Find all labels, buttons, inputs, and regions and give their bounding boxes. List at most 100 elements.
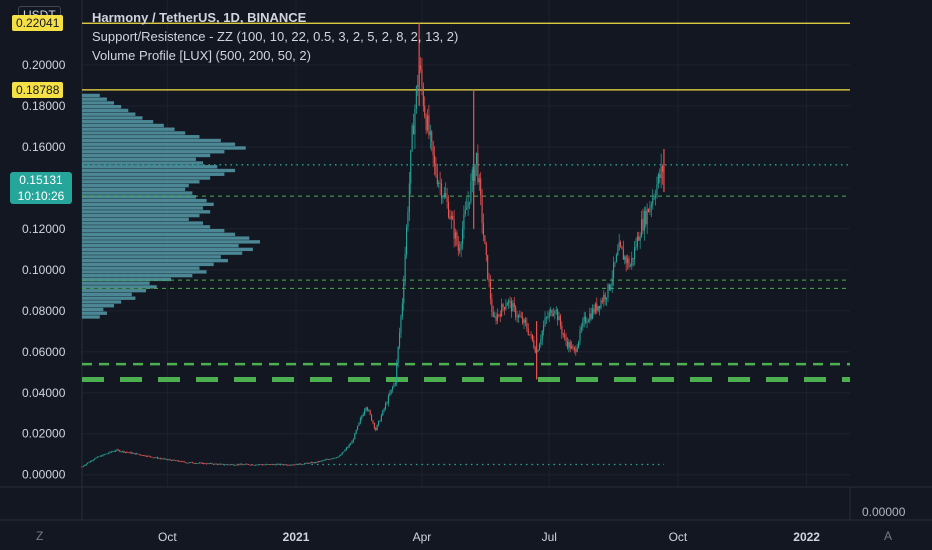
candle-body [183,461,185,463]
volume-profile-bar [82,93,100,98]
time-axis-tick-label: 2022 [793,530,820,544]
candle-body [415,86,417,109]
volume-profile-bar [82,180,200,184]
candle-body [217,463,219,465]
candle-body [621,246,623,250]
candle-body [138,454,140,456]
candle-body [433,155,436,164]
candle-body [275,464,277,466]
candle-body [359,418,361,423]
price-axis-tick-label: 0.08000 [22,304,66,318]
price-axis-tick-label: 0.06000 [22,345,66,359]
candle-body [238,464,240,466]
price-axis-tick-label: 0.10000 [22,263,66,277]
candle-body [624,256,626,260]
candle-body [215,463,217,465]
candle-body [529,334,531,336]
volume-profile-bar [82,161,204,165]
auto-scale-button[interactable]: A [884,529,893,543]
candle-body [586,322,588,323]
candle-body [267,464,269,465]
candle-body [221,463,223,465]
volume-profile-bar [82,176,211,180]
candle-body [389,393,391,396]
candle-body [498,314,500,316]
candle-body [404,254,406,283]
volume-profile-bar [82,108,129,113]
candle-body [419,65,422,69]
indicator-support-resistance-label[interactable]: Support/Resistence - ZZ (100, 10, 22, 0.… [92,29,459,44]
candle-body [492,311,494,317]
symbol-title[interactable]: Harmony / TetherUS, 1D, BINANCE [92,10,307,25]
indicator-volume-profile-label[interactable]: Volume Profile [LUX] (500, 200, 50, 2) [92,48,311,63]
candle-body [457,244,459,251]
candle-body [613,262,615,279]
volume-profile-bar [82,221,204,225]
candle-body [179,461,181,463]
candle-body [187,462,189,464]
candle-body [133,452,135,454]
candle-body [625,256,627,264]
candle-body [461,229,464,244]
candle-body [270,464,272,465]
candle-body [166,459,168,461]
candle-body [603,294,605,302]
candle-body [152,457,154,459]
candle-body [169,459,171,461]
candle-body [84,465,86,467]
candle-body [571,345,573,349]
volume-profile-bar [82,183,189,188]
candle-body [329,459,331,461]
candle-body [405,226,408,255]
candle-body [103,454,105,456]
candle-body [491,299,493,312]
candle-body [600,300,602,309]
candle-body [298,463,300,465]
candle-body [386,403,388,405]
candle-body [505,305,507,310]
candle-body [485,243,487,255]
candle-body [158,458,160,460]
candle-body [361,416,363,419]
candle-body [115,450,117,452]
candle-body [235,464,237,466]
candle-body [496,314,499,321]
candle-body [459,248,461,251]
candle-body [442,197,444,198]
candle-body [501,304,503,317]
candle-body [622,249,624,260]
candle-body [478,178,480,183]
candle-body [408,183,410,213]
candle-body [385,403,387,409]
candle-body [362,414,364,417]
candle-body [116,449,118,451]
time-axis-tick-label: Oct [669,530,688,544]
candle-body [422,86,424,106]
candle-body [263,464,265,466]
candle-body [579,329,581,342]
candle-body [583,316,585,322]
price-axis-tick-label: 0.16000 [22,140,66,154]
candle-body [326,459,328,460]
candle-body [531,334,533,341]
candle-body [211,463,213,465]
candle-body [322,460,324,462]
candle-body [587,320,589,323]
candle-body [127,452,129,454]
candle-body [499,314,501,317]
candle-body [648,208,650,213]
time-axis-tick-label: Jul [542,530,557,544]
candle-body [165,458,167,460]
candle-body [245,463,247,465]
auto-zoom-button[interactable]: Z [36,529,44,543]
candle-body [317,461,319,463]
candle-body [205,463,208,465]
candle-body [523,319,525,324]
candle-body [436,174,438,185]
candle-body [601,300,603,302]
volume-profile-bar [82,225,211,229]
candle-body [369,410,371,415]
candle-body [660,166,662,178]
